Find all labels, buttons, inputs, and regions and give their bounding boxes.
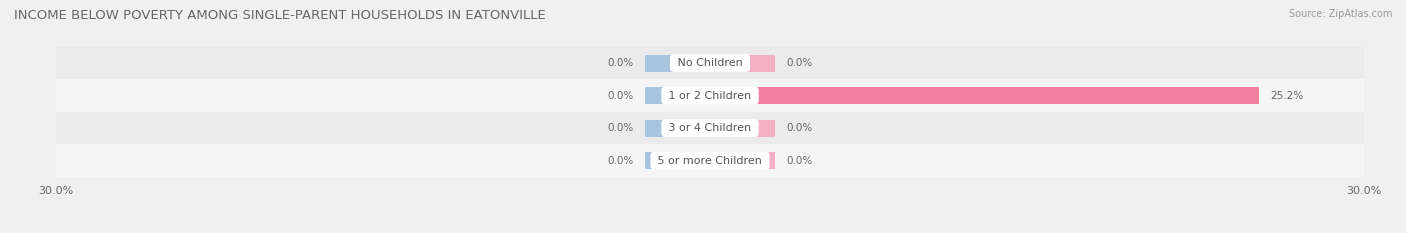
Text: 0.0%: 0.0%: [607, 156, 634, 166]
Bar: [56, 144, 1364, 177]
Text: INCOME BELOW POVERTY AMONG SINGLE-PARENT HOUSEHOLDS IN EATONVILLE: INCOME BELOW POVERTY AMONG SINGLE-PARENT…: [14, 9, 546, 22]
Text: 0.0%: 0.0%: [607, 58, 634, 68]
Text: 25.2%: 25.2%: [1270, 91, 1303, 101]
Text: 0.0%: 0.0%: [607, 91, 634, 101]
Bar: [710, 55, 776, 72]
Text: 3 or 4 Children: 3 or 4 Children: [665, 123, 755, 133]
Bar: [644, 55, 710, 72]
Bar: [710, 120, 776, 137]
Bar: [56, 47, 1364, 79]
Bar: [56, 112, 1364, 144]
Bar: [644, 87, 710, 104]
Text: 5 or more Children: 5 or more Children: [654, 156, 766, 166]
Text: 0.0%: 0.0%: [786, 123, 813, 133]
Bar: [56, 79, 1364, 112]
Text: 0.0%: 0.0%: [786, 156, 813, 166]
Text: Source: ZipAtlas.com: Source: ZipAtlas.com: [1288, 9, 1392, 19]
Bar: [644, 120, 710, 137]
Bar: [710, 87, 1260, 104]
Text: 0.0%: 0.0%: [786, 58, 813, 68]
Bar: [710, 152, 776, 169]
Text: 0.0%: 0.0%: [607, 123, 634, 133]
Text: 1 or 2 Children: 1 or 2 Children: [665, 91, 755, 101]
Text: No Children: No Children: [673, 58, 747, 68]
Bar: [644, 152, 710, 169]
